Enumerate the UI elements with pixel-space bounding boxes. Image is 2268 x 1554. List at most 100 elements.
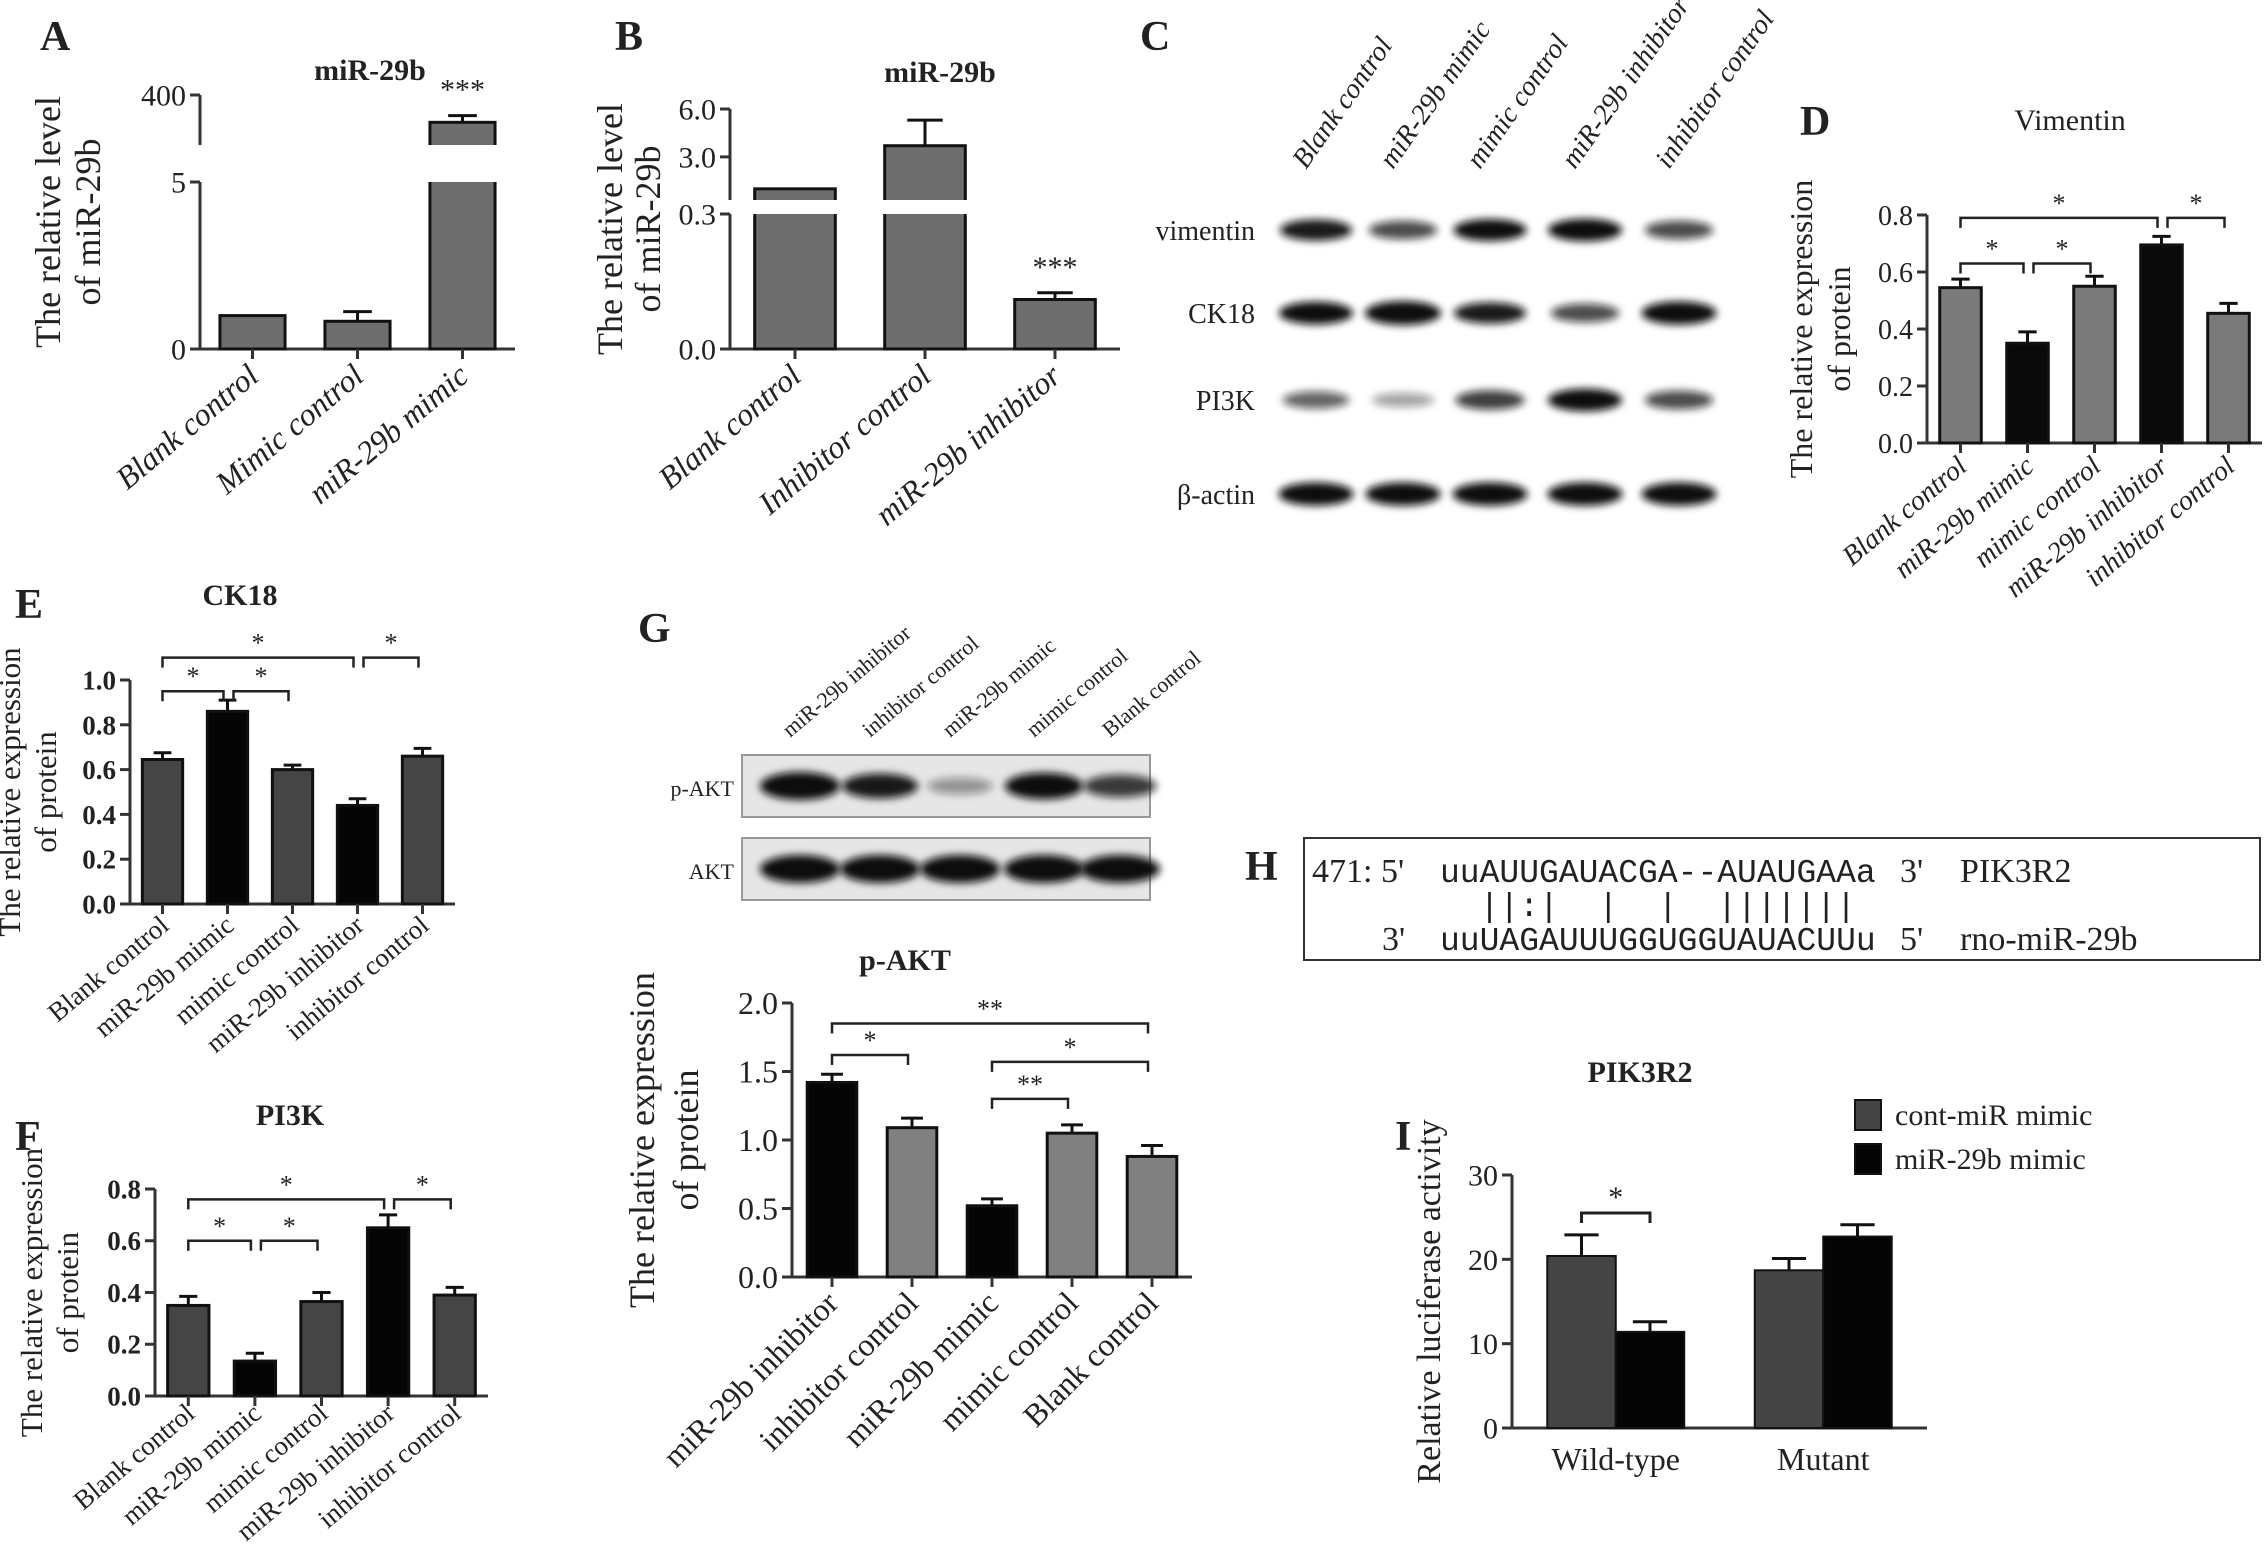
protein-band [1453, 302, 1527, 324]
bar [753, 187, 837, 351]
y-axis-label: The relative expression [622, 972, 662, 1308]
bar [400, 754, 445, 906]
significance-label: * [280, 1170, 293, 1199]
significance-label: * [416, 1170, 429, 1199]
bar [1822, 1235, 1893, 1430]
y-axis-label: of protein [666, 1070, 706, 1211]
panel-label-e: E [15, 582, 43, 628]
significance-bracket [187, 1198, 386, 1210]
significance-bracket [232, 689, 290, 702]
chart-title: miR-29b [314, 54, 426, 87]
blot-row-label: PI3K [1196, 386, 1255, 417]
legend-swatch [1854, 1099, 1882, 1131]
bar [1546, 1254, 1617, 1429]
y-tick-label: 0.4 [107, 1278, 141, 1308]
significance-label: * [283, 1212, 296, 1241]
significance-label: * [864, 1026, 877, 1055]
protein-band [1644, 220, 1714, 240]
x-tick-label: Wild-type [1552, 1441, 1680, 1477]
protein-band [1641, 482, 1717, 506]
chart-title: p-AKT [859, 944, 951, 977]
significance-bracket [2166, 216, 2226, 228]
legend-label: cont-miR mimic [1895, 1099, 2092, 1132]
bar [140, 758, 185, 906]
panel-label-f: F [15, 1114, 41, 1160]
lane-label: miR-29b inhibitor [777, 620, 916, 742]
bar [2206, 311, 2251, 445]
target-name: PIK3R2 [1960, 853, 2071, 890]
y-axis-label: The relative expression [1783, 180, 1819, 479]
mirna-position: 3' [1382, 921, 1405, 958]
protein-band [760, 772, 840, 800]
significance-bracket [362, 656, 420, 668]
mirna-end: 5' [1900, 921, 1923, 958]
protein-band [1455, 390, 1525, 410]
bar-chart-e: 0.0 0.2 0.4 0.6 0.8 1.0 The relative expressio… [0, 579, 455, 1058]
y-tick-label: 0.6 [82, 755, 116, 785]
significance-label: * [2056, 234, 2069, 263]
significance-label: * [213, 1212, 226, 1241]
protein-band [1279, 219, 1353, 241]
y-tick-label: 0.8 [1878, 201, 1913, 232]
y-tick-label: 0.0 [82, 889, 116, 919]
blot-row-label: p-AKT [670, 776, 734, 801]
blot-row-label: vimentin [1155, 216, 1255, 247]
significance-label: * [187, 662, 200, 691]
base-pairing: ||:| | | ||||||| [1440, 889, 1856, 926]
bar [1013, 298, 1097, 351]
significance-bracket [990, 1097, 1070, 1109]
significance-label: ** [1017, 1070, 1043, 1099]
blot-row-label: AKT [689, 859, 735, 884]
panel-label-c: C [1140, 14, 1170, 60]
y-tick-label: 0.6 [1878, 258, 1913, 289]
y-tick-label: 0.3 [679, 199, 717, 232]
legend-label: miR-29b mimic [1895, 1143, 2086, 1176]
bar [365, 1226, 411, 1398]
bar [2072, 284, 2117, 445]
y-tick-label: 400 [141, 80, 186, 113]
protein-band [1641, 301, 1717, 325]
chart-title: miR-29b [884, 56, 996, 89]
y-axis-label: The relative level [590, 103, 630, 355]
protein-band [1282, 391, 1350, 409]
y-axis-label: The relative expression [0, 647, 27, 937]
y-tick-label: 0.4 [1878, 315, 1913, 346]
protein-band [1004, 855, 1084, 883]
protein-band [1550, 303, 1620, 323]
y-tick-label: 0.8 [107, 1174, 141, 1204]
significance-stars: *** [1033, 251, 1078, 284]
significance-bracket [2032, 262, 2092, 274]
bar [1614, 1330, 1686, 1429]
significance-label: * [252, 629, 265, 658]
panel-label-g: G [638, 606, 671, 652]
chart-title: PIK3R2 [1588, 1056, 1693, 1089]
protein-band [760, 855, 840, 883]
significance-label: ** [977, 995, 1003, 1024]
y-tick-label: 0.4 [82, 800, 116, 830]
bar [323, 319, 392, 351]
bar [1938, 286, 1983, 445]
axis-break-gap [426, 145, 499, 182]
protein-band [1083, 774, 1157, 798]
bar-chart-f: 0.0 0.2 0.4 0.6 0.8 The relative expression of… [14, 1099, 488, 1546]
bar [1753, 1269, 1825, 1429]
mirna-name: rno-miR-29b [1960, 921, 2138, 958]
chart-title: CK18 [203, 579, 278, 612]
significance-bracket [990, 1060, 1150, 1072]
protein-band [1278, 301, 1354, 325]
bar [1045, 1131, 1099, 1279]
significance-label: * [1064, 1033, 1077, 1062]
y-tick-label: 0.5 [738, 1191, 778, 1227]
significance-stars: *** [440, 74, 485, 107]
significance-label: * [385, 629, 398, 658]
sequence-alignment: 471: 5' uuAUUGAUACGA--AUAUGAAa 3' PIK3R2… [1303, 837, 2261, 961]
y-tick-label: 3.0 [679, 141, 717, 174]
bar [805, 1080, 859, 1279]
y-axis-label: of protein [1821, 266, 1857, 391]
significance-bracket [161, 689, 225, 702]
significance-bracket [161, 656, 355, 668]
bar [232, 1359, 278, 1398]
panel-label-h: H [1245, 844, 1278, 890]
protein-band [1452, 482, 1528, 506]
